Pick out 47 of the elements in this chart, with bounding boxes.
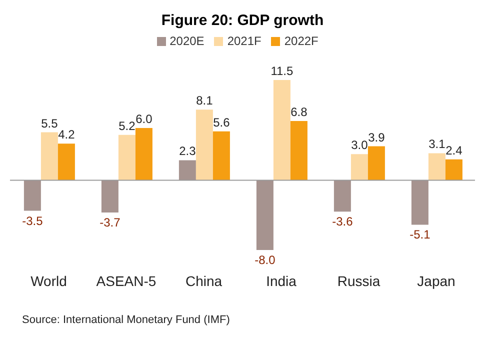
bar <box>118 134 136 180</box>
data-label: 3.9 <box>368 130 386 144</box>
data-label: 11.5 <box>270 64 294 78</box>
bar <box>101 180 118 213</box>
data-label: 3.0 <box>351 138 368 152</box>
data-label: 2.3 <box>179 144 196 158</box>
legend-label: 2022F <box>284 34 318 48</box>
source-note: Source: International Monetary Fund (IMF) <box>22 314 230 326</box>
data-label: 5.2 <box>118 118 136 133</box>
bar <box>256 180 274 250</box>
data-label: 4.2 <box>58 128 76 142</box>
data-label: 6.0 <box>136 112 153 126</box>
data-label: -3.5 <box>22 214 44 228</box>
data-label: 5.6 <box>213 115 230 130</box>
x-tick-label: China <box>185 272 222 289</box>
data-label: -5.1 <box>410 228 431 242</box>
bar <box>428 153 446 180</box>
bar <box>368 146 385 180</box>
legend-label: 2021F <box>227 34 262 48</box>
data-label: 8.1 <box>196 94 214 108</box>
x-tick-label: ASEAN-5 <box>96 272 156 289</box>
bar <box>212 131 230 180</box>
x-tick-label: India <box>266 272 297 289</box>
bar <box>290 120 308 180</box>
bar <box>135 128 152 180</box>
legend-label: 2020E <box>170 34 204 48</box>
bar <box>273 80 290 180</box>
bar <box>196 110 213 180</box>
chart-title: Figure 20: GDP growth <box>160 12 325 29</box>
x-tick-label: World <box>30 272 67 289</box>
bar <box>334 180 351 212</box>
bar <box>178 160 196 180</box>
bar <box>40 132 58 180</box>
data-label: -3.7 <box>100 216 121 230</box>
x-tick-label: Russia <box>337 272 380 289</box>
data-label: 2.4 <box>446 143 463 158</box>
data-label: -3.6 <box>332 214 354 229</box>
data-label: 3.1 <box>428 137 446 152</box>
data-label: -8.0 <box>254 253 276 267</box>
bar <box>411 180 428 225</box>
bar <box>58 144 75 180</box>
x-tick-label: Japan <box>417 272 456 289</box>
bar <box>350 154 368 180</box>
bar <box>445 159 462 180</box>
bar <box>24 180 41 211</box>
data-label: 6.8 <box>290 104 308 119</box>
data-label: 5.5 <box>41 116 58 130</box>
